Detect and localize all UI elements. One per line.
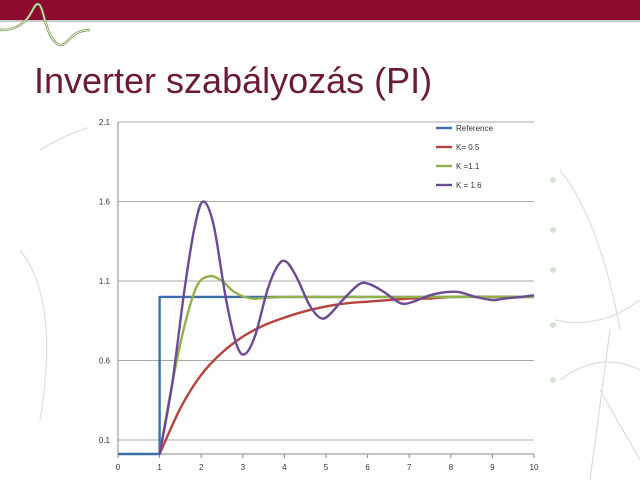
chart-container: 0.1 0.6 1.1 1.6 2.1 0 1 2 3 4 5 6 7 8 9 10 Reference K= 0…	[88, 112, 550, 470]
y-tick-label: 1.6	[99, 198, 111, 207]
legend-label-0: Reference	[456, 124, 493, 133]
top-bar-divider	[0, 20, 640, 22]
x-tick-label: 10	[530, 463, 539, 470]
legend-label-1: K= 0.5	[456, 143, 480, 152]
x-tick-label: 8	[449, 463, 454, 470]
y-tick-label: 1.1	[99, 277, 111, 286]
x-tick-label: 7	[407, 463, 412, 470]
x-tick-label: 3	[241, 463, 246, 470]
x-tick-label: 0	[116, 463, 121, 470]
y-tick-label: 2.1	[99, 118, 111, 127]
y-tick-label: 0.6	[99, 357, 111, 366]
slide-title: Inverter szabályozás (PI)	[34, 60, 433, 101]
step-response-chart: 0.1 0.6 1.1 1.6 2.1 0 1 2 3 4 5 6 7 8 9 10 Reference K= 0…	[99, 118, 539, 470]
legend-label-2: K =1.1	[456, 162, 480, 171]
x-tick-label: 1	[157, 463, 162, 470]
x-tick-label: 5	[324, 463, 329, 470]
top-bar	[0, 0, 640, 20]
series-line-3	[158, 200, 535, 455]
sine-wave-logo-icon	[0, 2, 91, 47]
series-line-1	[158, 295, 534, 455]
x-tick-label: 4	[282, 463, 287, 470]
x-tick-label: 9	[490, 463, 495, 470]
x-tick-label: 6	[365, 463, 370, 470]
x-tick-label: 2	[199, 463, 204, 470]
legend-label-3: K = 1.6	[456, 181, 482, 190]
series-line-2	[158, 274, 534, 455]
y-tick-label: 0.1	[99, 436, 111, 445]
